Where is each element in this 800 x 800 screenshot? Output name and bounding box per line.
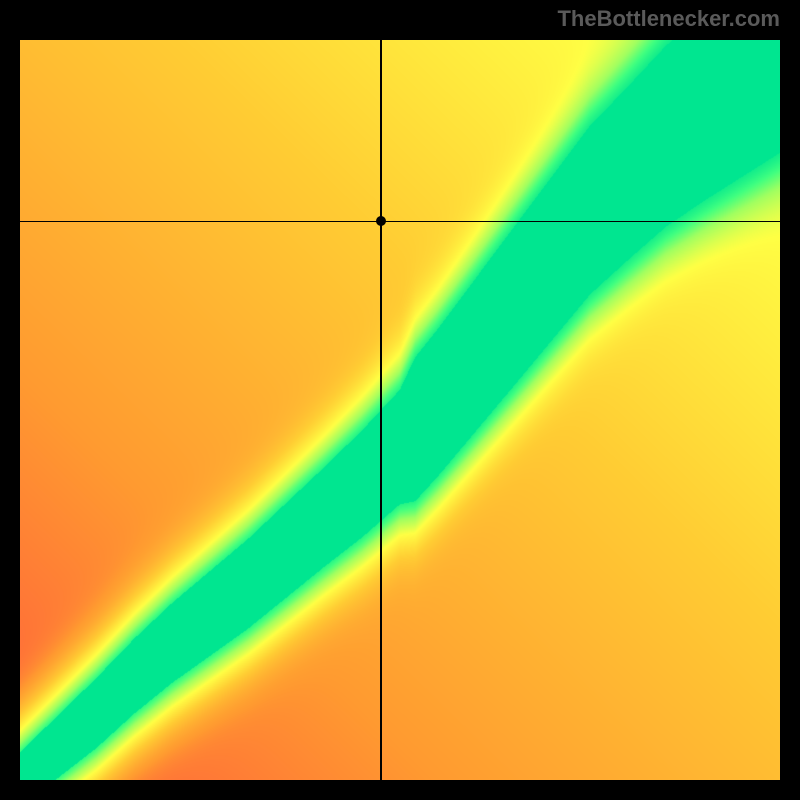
crosshair-vertical <box>380 40 382 780</box>
heatmap-canvas <box>20 40 780 780</box>
crosshair-marker <box>376 216 386 226</box>
attribution-text: TheBottlenecker.com <box>557 6 780 32</box>
crosshair-horizontal <box>20 221 780 223</box>
bottleneck-heatmap <box>20 40 780 780</box>
